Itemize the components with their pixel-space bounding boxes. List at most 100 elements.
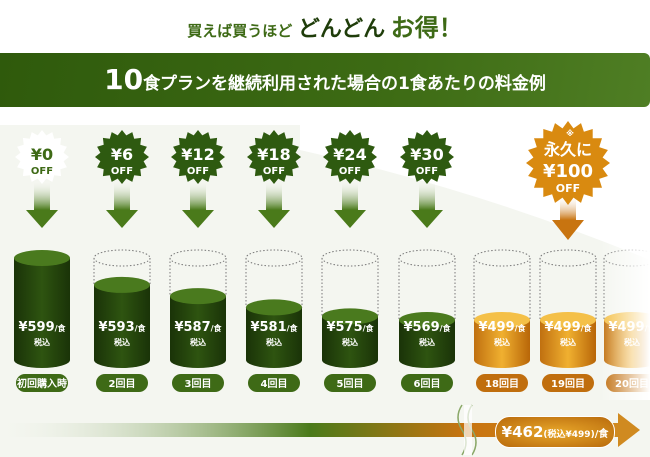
per-meal: /食: [135, 323, 147, 333]
arrow-shaft: [342, 180, 358, 210]
visit-label: 4回目: [261, 378, 288, 390]
down-arrow-icon: [182, 210, 214, 228]
forever-off: OFF: [556, 182, 580, 195]
down-arrow-icon: [258, 210, 290, 228]
headline-prefix: 買えば買うほど: [187, 22, 293, 40]
price-text: ¥599/食: [18, 320, 66, 335]
per-meal: /食: [515, 323, 527, 333]
tax-label: 税込: [114, 337, 130, 347]
tax-label: 税込: [494, 337, 510, 347]
headline-suffix: お得！: [390, 14, 463, 42]
visit-label: 6回目: [414, 378, 441, 390]
cup-fill-top: [322, 308, 378, 325]
cup-fill: [399, 320, 455, 368]
forever-amount: ¥100: [543, 161, 593, 182]
cup-fill: [474, 320, 530, 368]
cup-fill-top: [540, 312, 596, 328]
price-text: ¥581/食: [250, 320, 298, 335]
off-label: OFF: [111, 166, 133, 177]
forever-text: 永久に: [543, 140, 592, 159]
visit-pill: [96, 374, 148, 392]
discount-starburst: [400, 130, 454, 184]
banner-text: 食プランを継続利用された場合の1食あたりの料金例: [143, 74, 546, 94]
price-text: ¥593/食: [98, 320, 146, 335]
visit-label: 3回目: [185, 378, 212, 390]
down-arrow-icon: [106, 210, 138, 228]
price-text: ¥499/食: [478, 320, 526, 335]
bottom-tax-note: (税込¥499): [543, 430, 595, 440]
tax-label: 税込: [560, 337, 576, 347]
price-text: ¥575/食: [326, 320, 374, 335]
forever-starburst: [526, 121, 610, 205]
off-label: OFF: [187, 166, 209, 177]
price: ¥499: [478, 320, 514, 335]
per-meal: /食: [287, 323, 299, 333]
cup-fill: [14, 258, 70, 368]
off-label: OFF: [339, 166, 361, 177]
cup-fill-top: [170, 288, 226, 305]
per-meal: /食: [55, 323, 67, 333]
visit-pill: [324, 374, 376, 392]
cup-fill: [94, 284, 150, 368]
price-text: ¥569/食: [403, 320, 451, 335]
down-arrow-icon: [334, 210, 366, 228]
headline-emphasis: どんどん: [297, 17, 386, 42]
price: ¥499: [544, 320, 580, 335]
off-label: OFF: [416, 166, 438, 177]
discount-starburst: [171, 130, 225, 184]
bottom-price: ¥462: [501, 423, 544, 441]
tax-label: 税込: [34, 337, 50, 347]
break-gap: [464, 405, 472, 455]
per-meal: /食: [440, 323, 452, 333]
discount-amount: ¥0: [31, 145, 53, 164]
cup-fill: [540, 320, 596, 368]
off-label: OFF: [263, 166, 285, 177]
visit-label: 5回目: [337, 378, 364, 390]
visit-pill: [542, 374, 594, 392]
discount-amount: ¥6: [111, 145, 133, 164]
cup-fill: [246, 307, 302, 368]
headline: 買えば買うほど どんどん お得！: [0, 8, 650, 43]
tax-label: 税込: [266, 337, 282, 347]
cup-fill-top: [94, 276, 150, 293]
visit-pill: [16, 374, 68, 392]
discount-amount: ¥30: [410, 145, 443, 164]
cup-fill-top: [399, 312, 455, 328]
visit-pill: [172, 374, 224, 392]
arrow-shaft: [560, 195, 576, 220]
arrow-shaft: [266, 180, 282, 210]
bottom-per: /食: [594, 429, 609, 440]
off-label: OFF: [31, 166, 53, 177]
price-text: ¥587/食: [174, 320, 222, 335]
price: ¥593: [98, 320, 134, 335]
discount-amount: ¥18: [257, 145, 290, 164]
price: ¥575: [326, 320, 362, 335]
timeline-arrowhead: [618, 413, 640, 447]
price: ¥587: [174, 320, 210, 335]
bottom-price-pill: ¥462(税込¥499)/食: [495, 416, 615, 448]
arrow-shaft: [419, 180, 435, 210]
discount-amount: ¥12: [181, 145, 214, 164]
tax-label: 税込: [190, 337, 206, 347]
cup-fill: [322, 316, 378, 368]
down-arrow-icon: [411, 210, 443, 228]
tax-label: 税込: [342, 337, 358, 347]
price-text: ¥499/食: [544, 320, 592, 335]
price: ¥599: [18, 320, 54, 335]
banner-number: 10: [104, 63, 144, 96]
down-arrow-icon: [26, 210, 58, 228]
visit-label: 18回目: [485, 378, 519, 390]
visit-label: 2回目: [109, 378, 136, 390]
per-meal: /食: [363, 323, 375, 333]
visit-pill: [476, 374, 528, 392]
discount-starburst: [15, 130, 69, 184]
visit-pill: [401, 374, 453, 392]
down-arrow-icon: [552, 220, 584, 240]
visit-label: 初回購入時: [17, 377, 67, 390]
title-banner: 10食プランを継続利用された場合の1食あたりの料金例: [0, 53, 650, 107]
price: ¥569: [403, 320, 439, 335]
fade-overlay: [600, 240, 650, 400]
cup-fill-top: [14, 250, 70, 266]
discount-amount: ¥24: [333, 145, 366, 164]
